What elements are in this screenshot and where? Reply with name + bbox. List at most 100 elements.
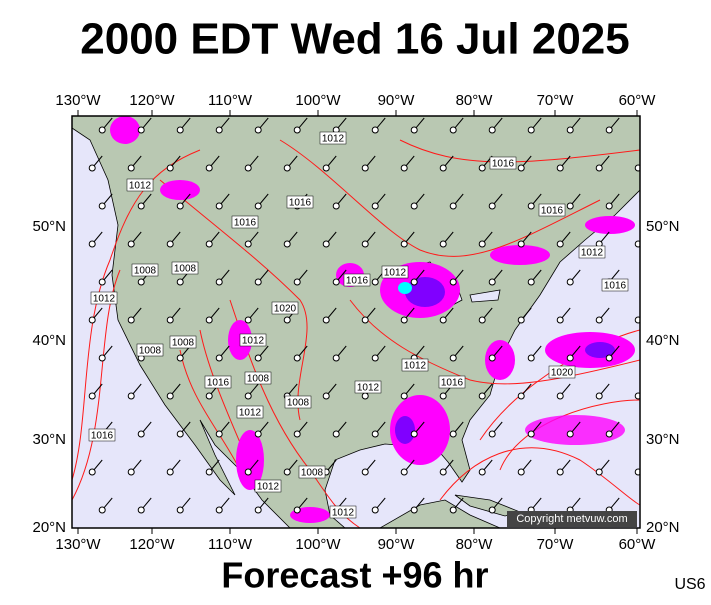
isobar-label-box: [90, 291, 118, 305]
lon-label-top: 70°W: [537, 92, 575, 109]
lon-label-bottom: 110°W: [208, 536, 253, 553]
station: [254, 430, 262, 438]
isobar-label: 1016: [604, 281, 627, 292]
isobar-label: 1012: [581, 248, 604, 259]
station: [595, 392, 603, 400]
wind-barb: [648, 270, 658, 282]
station: [645, 203, 651, 209]
isobar-label-box: [343, 273, 371, 287]
copyright: Copyright metvuw.com: [516, 513, 627, 525]
isobar-label: 1016: [91, 431, 114, 442]
isobar-label: 1016: [207, 378, 230, 389]
isobar-label: 1020: [274, 304, 297, 315]
station: [439, 392, 447, 400]
station: [361, 316, 369, 324]
isobar-label: 1016: [234, 218, 257, 229]
station: [556, 468, 564, 476]
station: [400, 316, 408, 324]
isobar-label-box: [254, 479, 282, 493]
station: [517, 240, 525, 248]
station: [566, 430, 574, 438]
station: [488, 278, 496, 286]
station: [215, 126, 223, 134]
isobar-label-box: [354, 380, 382, 394]
station: [371, 506, 379, 514]
isobar-label: 1012: [404, 361, 427, 372]
isobar-label: 1020: [551, 368, 574, 379]
station: [244, 468, 252, 476]
station: [449, 430, 457, 438]
lon-label-top: 90°W: [378, 92, 416, 109]
wind-stations: [88, 117, 658, 514]
isobar-label-box: [239, 333, 267, 347]
station: [127, 316, 135, 324]
copyright-box: [507, 511, 637, 527]
station: [244, 164, 252, 172]
station: [449, 126, 457, 134]
station: [176, 202, 184, 210]
station: [166, 316, 174, 324]
wind-barb: [648, 498, 658, 510]
station: [595, 316, 603, 324]
lon-label-bottom: 90°W: [378, 536, 416, 553]
isobar-label: 1016: [492, 159, 515, 170]
station: [361, 468, 369, 476]
station: [137, 126, 145, 134]
station: [88, 240, 96, 248]
station: [595, 164, 603, 172]
station: [205, 392, 213, 400]
station: [410, 430, 418, 438]
isobar-labels: 1012 1012 1016 1016 1016 1016 1012 1016 1008 1008…: [88, 131, 629, 519]
isobar-label-box: [236, 405, 264, 419]
isobar-label-box: [231, 215, 259, 229]
station: [98, 126, 106, 134]
station: [595, 468, 603, 476]
station: [371, 430, 379, 438]
station: [371, 202, 379, 210]
isobar-label: 1008: [134, 266, 157, 277]
station: [645, 279, 651, 285]
isobar-label: 1008: [247, 374, 270, 385]
station: [566, 278, 574, 286]
station: [293, 430, 301, 438]
map-area: 1012 1012 1016 1016 1016 1016 1012 1016 1008 1008…: [72, 116, 658, 528]
isobar-label-box: [88, 428, 116, 442]
station: [645, 507, 651, 513]
precipitation: [110, 116, 635, 523]
station: [556, 164, 564, 172]
station: [205, 468, 213, 476]
station: [478, 316, 486, 324]
station: [410, 506, 418, 514]
station: [517, 468, 525, 476]
lon-label-bottom: 60°W: [619, 536, 657, 553]
station: [566, 126, 574, 134]
station: [488, 202, 496, 210]
station: [517, 164, 525, 172]
station: [293, 354, 301, 362]
lon-label-bottom: 100°W: [295, 536, 341, 553]
station: [605, 430, 613, 438]
station: [137, 278, 145, 286]
isobar-label-box: [329, 505, 357, 519]
station: [449, 278, 457, 286]
station: [137, 202, 145, 210]
isobar-label-box: [271, 301, 299, 315]
isobar-label-box: [286, 195, 314, 209]
isobar-label: 1012: [384, 268, 407, 279]
isobar-label: 1012: [129, 181, 152, 192]
station: [488, 354, 496, 362]
lon-label-top: 60°W: [619, 92, 657, 109]
lat-label-right: 30°N: [646, 431, 680, 448]
station: [400, 164, 408, 172]
station: [439, 468, 447, 476]
station: [371, 278, 379, 286]
station: [244, 240, 252, 248]
lon-label-bottom: 120°W: [129, 536, 175, 553]
wind-barb: [648, 118, 658, 130]
station: [410, 202, 418, 210]
station: [283, 316, 291, 324]
station: [176, 126, 184, 134]
lon-label-bottom: 80°W: [456, 536, 494, 553]
station: [478, 240, 486, 248]
station: [488, 430, 496, 438]
